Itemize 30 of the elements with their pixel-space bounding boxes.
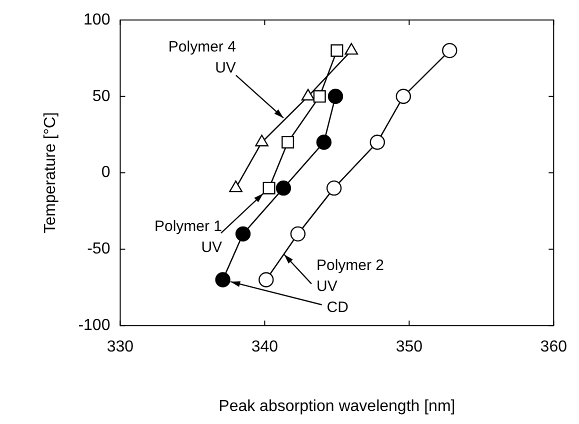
y-tick-label: -50	[87, 240, 110, 258]
point	[262, 182, 276, 194]
point	[276, 180, 292, 196]
x-tick-label: 350	[396, 338, 423, 356]
point	[235, 226, 251, 242]
y-tick-label: 50	[92, 88, 110, 105]
point	[258, 272, 274, 288]
point	[328, 88, 344, 104]
point	[215, 272, 230, 288]
x-axis-title: Peak absorption wavelength [nm]	[218, 398, 456, 415]
y-axis-title: Temperature [°C]	[42, 112, 60, 234]
point	[330, 44, 344, 57]
point	[326, 180, 342, 196]
annotation: Polymer 4 UV	[168, 38, 236, 76]
point	[396, 88, 411, 104]
x-tick-label: 360	[540, 338, 568, 356]
x-tick-label: 340	[251, 338, 278, 356]
annotation: Polymer 2 UV	[316, 256, 384, 295]
annotation: Polymer 1 UV	[154, 218, 222, 256]
point	[282, 136, 294, 148]
y-tick-label: 100	[84, 11, 110, 28]
point	[442, 42, 458, 58]
annotation: CD	[326, 298, 349, 316]
point	[313, 90, 326, 103]
point	[370, 134, 385, 150]
y-tick-label: 0	[101, 164, 110, 182]
x-tick-label: 330	[106, 338, 134, 356]
y-tick-label: -100	[78, 317, 110, 334]
point	[316, 134, 332, 150]
point	[290, 226, 306, 242]
